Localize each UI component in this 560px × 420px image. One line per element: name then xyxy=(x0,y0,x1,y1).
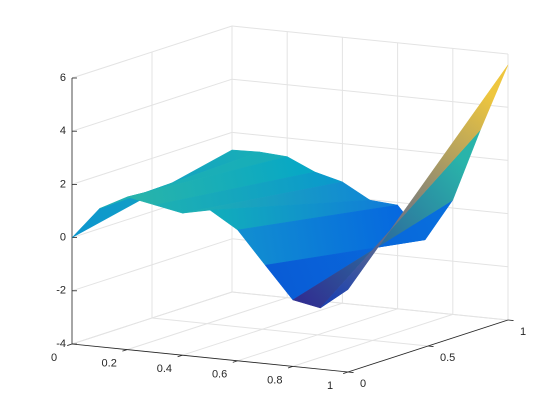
z-tick-label: -2 xyxy=(56,285,66,297)
grid-line xyxy=(231,78,509,108)
y-tick-label: 0 xyxy=(360,378,366,390)
y-tick-label: 1 xyxy=(520,326,526,338)
grid-line xyxy=(71,25,233,79)
x-tick-label: 0.8 xyxy=(267,374,282,386)
surface-face xyxy=(320,64,509,309)
z-tick-label: 2 xyxy=(60,178,66,190)
x-tick xyxy=(177,354,183,358)
grid-line xyxy=(231,25,509,55)
y-tick xyxy=(507,319,514,321)
z-tick-label: 6 xyxy=(60,72,66,84)
grid-line xyxy=(231,291,509,321)
x-tick-label: 1 xyxy=(327,380,333,392)
x-tick-label: 0.6 xyxy=(212,369,227,381)
x-tick xyxy=(122,349,128,352)
x-tick xyxy=(343,371,349,374)
z-tick-label: 4 xyxy=(60,125,66,137)
y-tick xyxy=(427,345,434,347)
x-tick-label: 0.4 xyxy=(157,363,172,375)
grid-line xyxy=(71,131,233,185)
x-tick-label: 0.2 xyxy=(102,358,117,370)
x-tick xyxy=(232,360,238,363)
grid-line xyxy=(151,317,429,347)
z-tick-label: 0 xyxy=(60,232,66,244)
y-tick-label: 0.5 xyxy=(440,352,455,364)
z-tick-label: -4 xyxy=(56,338,66,350)
grid-line xyxy=(71,78,233,132)
x-axis xyxy=(71,343,349,373)
x-tick xyxy=(287,366,293,369)
grid-line xyxy=(71,291,233,345)
x-tick xyxy=(67,343,73,346)
grid-line xyxy=(71,238,233,292)
y-tick xyxy=(347,371,354,373)
x-tick-label: 0 xyxy=(51,352,57,364)
